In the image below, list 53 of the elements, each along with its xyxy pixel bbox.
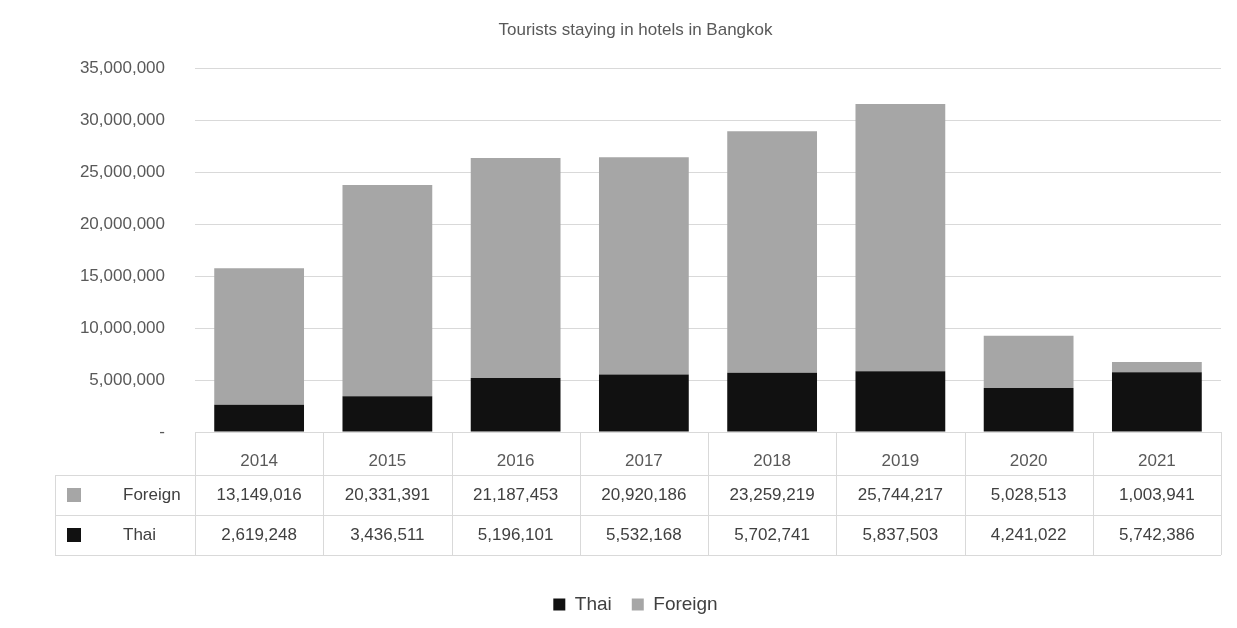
data-label: 5,702,741 — [733, 525, 811, 545]
data-label: 21,187,453 — [472, 485, 560, 505]
bar — [214, 268, 305, 405]
data-label: 5,837,503 — [861, 525, 940, 545]
chart-title: Tourists staying in hotels in Bangkok — [498, 19, 774, 39]
bar — [1111, 361, 1202, 373]
data-label: 25,744,217 — [856, 485, 944, 505]
bar — [727, 372, 818, 432]
x-tick-label: 2014 — [240, 450, 279, 470]
text: Foreign — [123, 485, 181, 504]
bar — [983, 335, 1074, 388]
x-tick-label: 2018 — [753, 450, 792, 470]
x-tick-label: 2019 — [881, 450, 920, 470]
legend-label: Foreign — [653, 592, 718, 614]
x-tick-label: 2021 — [1137, 450, 1176, 470]
text: Thai — [123, 525, 157, 544]
x-tick-label: 2016 — [496, 450, 535, 470]
bar — [342, 185, 433, 397]
data-label: 1,003,941 — [1118, 485, 1196, 505]
bar — [342, 396, 433, 432]
bar — [727, 131, 818, 373]
y-tick-label: 20,000,000 — [79, 213, 165, 233]
bar — [598, 157, 689, 375]
data-label: 2,619,248 — [220, 525, 298, 545]
y-tick-label: 25,000,000 — [79, 161, 165, 181]
bar — [855, 103, 946, 372]
y-tick-label: 15,000,000 — [79, 265, 165, 285]
x-tick-label: 2017 — [624, 450, 663, 470]
y-tick-label: 10,000,000 — [79, 317, 165, 337]
data-label: 5,532,168 — [605, 525, 683, 545]
y-tick-label: 5,000,000 — [89, 369, 165, 389]
x-tick-label: 2015 — [368, 450, 407, 470]
bar — [470, 157, 561, 379]
bar — [470, 378, 561, 432]
data-label: 13,149,016 — [215, 485, 303, 505]
bar — [214, 404, 305, 432]
data-label: 3,436,511 — [349, 525, 426, 545]
data-label: 5,742,386 — [1118, 525, 1196, 545]
data-label: 5,196,101 — [476, 525, 555, 545]
x-tick-label: 2020 — [1009, 450, 1048, 470]
data-label: 5,028,513 — [989, 485, 1068, 505]
bar — [855, 371, 946, 432]
data-label: 20,920,186 — [600, 485, 688, 505]
bar — [983, 387, 1074, 432]
bar — [598, 374, 689, 432]
legend-label: Thai — [574, 592, 612, 614]
bar — [1111, 372, 1202, 432]
y-tick-label: 30,000,000 — [79, 110, 165, 130]
y-tick-label: - — [159, 421, 165, 441]
data-label: 20,331,391 — [343, 485, 431, 505]
data-label: 4,241,022 — [989, 525, 1068, 545]
data-label: 23,259,219 — [728, 485, 816, 505]
y-tick-label: 35,000,000 — [79, 58, 165, 78]
